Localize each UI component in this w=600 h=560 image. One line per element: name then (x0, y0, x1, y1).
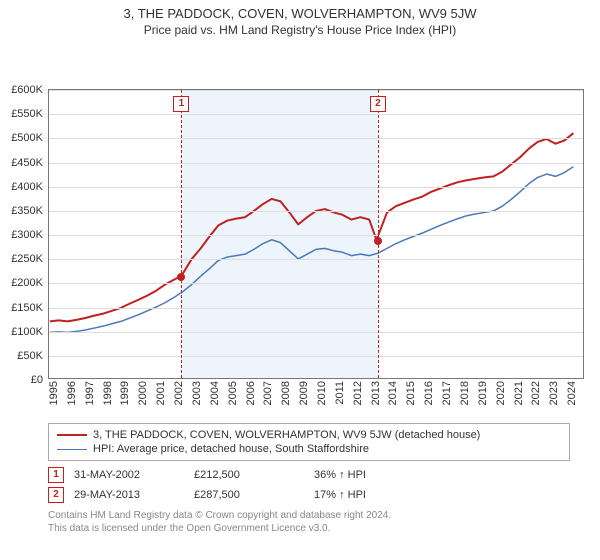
x-tick-label: 2008 (280, 381, 292, 405)
x-tick-label: 2001 (155, 381, 167, 405)
marker-point (374, 237, 382, 245)
y-gridline (49, 235, 583, 236)
sale-delta: 36% ↑ HPI (314, 469, 366, 481)
marker-label: 1 (173, 96, 189, 112)
x-tick-label: 2005 (227, 381, 239, 405)
y-tick-label: £350K (11, 205, 49, 217)
y-tick-label: £600K (11, 84, 49, 96)
y-gridline (49, 211, 583, 212)
plot-area: £0£50K£100K£150K£200K£250K£300K£350K£400… (48, 89, 584, 379)
x-tick-label: 1999 (119, 381, 131, 405)
legend-row: HPI: Average price, detached house, Sout… (57, 442, 561, 456)
y-gridline (49, 356, 583, 357)
x-tick-label: 2002 (173, 381, 185, 405)
y-gridline (49, 114, 583, 115)
x-tick-label: 1997 (84, 381, 96, 405)
sale-marker: 2 (48, 487, 64, 503)
y-tick-label: £550K (11, 108, 49, 120)
x-tick-label: 2007 (262, 381, 274, 405)
sale-price: £287,500 (194, 489, 304, 501)
x-tick-label: 2011 (334, 381, 346, 405)
sale-date: 31-MAY-2002 (74, 469, 184, 481)
y-gridline (49, 163, 583, 164)
legend-label: 3, THE PADDOCK, COVEN, WOLVERHAMPTON, WV… (93, 429, 480, 441)
y-tick-label: £450K (11, 157, 49, 169)
x-tick-label: 2013 (370, 381, 382, 405)
legend-label: HPI: Average price, detached house, Sout… (93, 443, 369, 455)
x-tick-label: 2004 (209, 381, 221, 405)
x-tick-label: 2018 (459, 381, 471, 405)
marker-label: 2 (370, 96, 386, 112)
footer-copyright: Contains HM Land Registry data © Crown c… (48, 509, 600, 522)
y-tick-label: £100K (11, 326, 49, 338)
x-tick-label: 1996 (66, 381, 78, 405)
y-gridline (49, 283, 583, 284)
marker-point (177, 273, 185, 281)
x-tick-label: 2023 (548, 381, 560, 405)
x-tick-label: 1998 (102, 381, 114, 405)
y-gridline (49, 187, 583, 188)
x-tick-label: 2016 (423, 381, 435, 405)
marker-vline (181, 90, 182, 378)
x-tick-label: 2003 (191, 381, 203, 405)
title-address: 3, THE PADDOCK, COVEN, WOLVERHAMPTON, WV… (0, 0, 600, 21)
y-tick-label: £250K (11, 253, 49, 265)
x-tick-label: 2022 (530, 381, 542, 405)
sale-price: £212,500 (194, 469, 304, 481)
legend-swatch (57, 449, 87, 450)
sale-delta: 17% ↑ HPI (314, 489, 366, 501)
price-line (50, 133, 573, 321)
title-subtitle: Price paid vs. HM Land Registry's House … (0, 21, 600, 37)
x-tick-label: 2010 (316, 381, 328, 405)
sales-list: 1 31-MAY-2002 £212,500 36% ↑ HPI 2 29-MAY-201… (0, 465, 600, 505)
sale-date: 29-MAY-2013 (74, 489, 184, 501)
y-tick-label: £200K (11, 277, 49, 289)
y-gridline (49, 90, 583, 91)
sale-row: 2 29-MAY-2013 £287,500 17% ↑ HPI (0, 485, 600, 505)
x-tick-label: 2019 (477, 381, 489, 405)
x-tick-label: 2021 (513, 381, 525, 405)
x-tick-label: 2017 (441, 381, 453, 405)
x-tick-label: 2015 (405, 381, 417, 405)
x-tick-label: 2009 (298, 381, 310, 405)
y-tick-label: £500K (11, 132, 49, 144)
y-gridline (49, 332, 583, 333)
y-tick-label: £150K (11, 302, 49, 314)
chart-lines (49, 90, 583, 378)
x-tick-label: 2020 (495, 381, 507, 405)
x-tick-label: 2014 (387, 381, 399, 405)
y-tick-label: £0 (31, 374, 49, 386)
y-gridline (49, 308, 583, 309)
y-tick-label: £50K (17, 350, 49, 362)
y-gridline (49, 138, 583, 139)
legend: 3, THE PADDOCK, COVEN, WOLVERHAMPTON, WV… (48, 423, 570, 461)
sale-marker: 1 (48, 467, 64, 483)
legend-swatch (57, 434, 87, 436)
y-gridline (49, 259, 583, 260)
x-tick-label: 1995 (48, 381, 60, 405)
x-tick-label: 2012 (352, 381, 364, 405)
x-tick-label: 2006 (245, 381, 257, 405)
x-tick-label: 2024 (566, 381, 578, 405)
footer: Contains HM Land Registry data © Crown c… (0, 505, 600, 535)
sale-row: 1 31-MAY-2002 £212,500 36% ↑ HPI (0, 465, 600, 485)
legend-row: 3, THE PADDOCK, COVEN, WOLVERHAMPTON, WV… (57, 428, 561, 442)
y-tick-label: £300K (11, 229, 49, 241)
y-tick-label: £400K (11, 181, 49, 193)
footer-licence: This data is licensed under the Open Gov… (48, 522, 600, 535)
x-tick-label: 2000 (137, 381, 149, 405)
marker-vline (378, 90, 379, 378)
